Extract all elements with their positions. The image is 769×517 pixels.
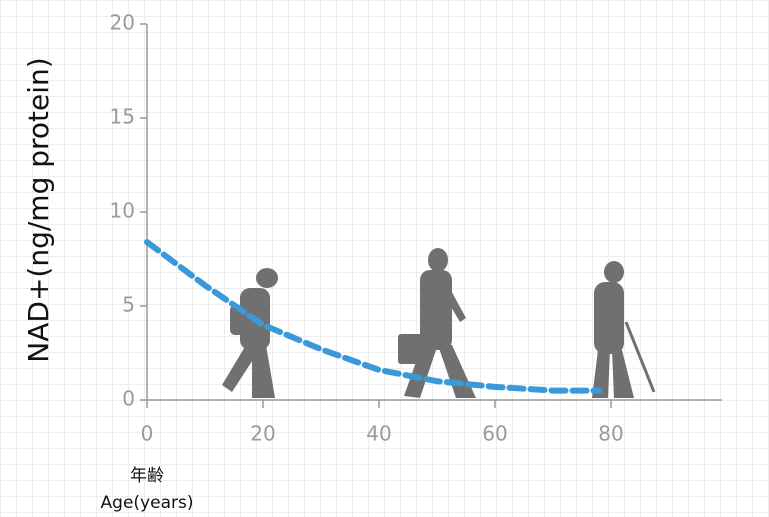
y-axis-label: NAD+(ng/mg protein) — [22, 57, 55, 362]
x-tick-label: 80 — [598, 422, 623, 446]
y-tick-label: 0 — [122, 387, 135, 411]
elderly-person — [592, 261, 656, 398]
silhouettes — [222, 248, 656, 398]
y-tick-label: 10 — [110, 199, 135, 223]
x-tick-label: 20 — [250, 422, 275, 446]
x-tick-label: 60 — [482, 422, 507, 446]
data-line — [144, 239, 603, 394]
x-tick-label: 40 — [366, 422, 391, 446]
young-person — [222, 268, 278, 398]
x-axis-label-jp: 年齢 — [130, 466, 164, 486]
x-tick-label: 0 — [141, 422, 154, 446]
y-tick-label: 20 — [110, 11, 135, 35]
y-tick-label: 15 — [110, 105, 135, 129]
y-tick-label: 5 — [122, 293, 135, 317]
x-axis-label: Age(years) — [101, 493, 194, 513]
